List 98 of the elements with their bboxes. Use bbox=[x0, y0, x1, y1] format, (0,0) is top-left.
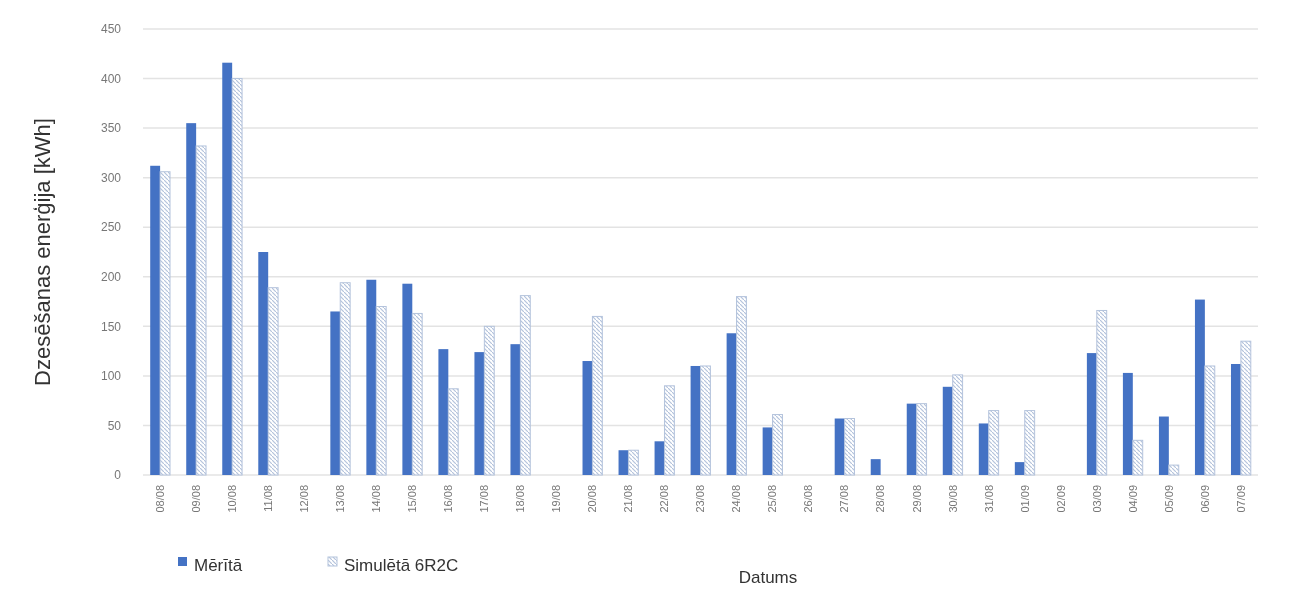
x-tick-label: 20/08 bbox=[586, 485, 599, 513]
x-tick-label: 05/09 bbox=[1162, 485, 1175, 513]
x-tick-label: 26/08 bbox=[802, 485, 815, 513]
bar bbox=[150, 165, 161, 475]
x-tick-label: 10/08 bbox=[226, 485, 239, 513]
x-tick-label: 13/08 bbox=[334, 485, 347, 513]
bar bbox=[916, 403, 928, 476]
x-tick-label: 28/08 bbox=[874, 485, 887, 513]
bar bbox=[186, 123, 197, 475]
bar bbox=[700, 365, 711, 476]
legend-label: Simulētā 6R2C bbox=[344, 556, 459, 575]
bar bbox=[519, 295, 531, 476]
bar bbox=[834, 418, 845, 475]
bar bbox=[258, 252, 269, 475]
x-tick-label: 11/08 bbox=[262, 485, 275, 512]
bar bbox=[1132, 439, 1144, 476]
y-tick-label: 150 bbox=[100, 319, 122, 334]
x-tick-label: 14/08 bbox=[370, 485, 383, 513]
bar bbox=[438, 349, 449, 475]
bar bbox=[375, 306, 387, 476]
x-tick-label: 22/08 bbox=[658, 485, 671, 513]
bar bbox=[267, 287, 279, 476]
x-tick-label: 17/08 bbox=[478, 485, 491, 513]
bar bbox=[844, 418, 856, 476]
bar bbox=[447, 388, 459, 476]
bar bbox=[772, 414, 783, 476]
bar bbox=[339, 282, 351, 476]
bar bbox=[195, 145, 207, 476]
legend-label: Mērītā bbox=[194, 556, 243, 575]
y-tick-label: 200 bbox=[100, 269, 122, 284]
bar bbox=[762, 427, 773, 475]
x-tick-label: 02/09 bbox=[1054, 485, 1067, 513]
bar bbox=[366, 279, 377, 475]
bar bbox=[330, 311, 341, 475]
y-tick-label: 250 bbox=[100, 220, 122, 235]
x-axis-title: Datums bbox=[738, 568, 798, 587]
bar bbox=[510, 344, 521, 475]
bar bbox=[906, 403, 917, 475]
bar bbox=[627, 449, 639, 476]
bar bbox=[618, 450, 629, 475]
x-tick-label: 27/08 bbox=[838, 485, 851, 513]
bar bbox=[474, 352, 485, 475]
y-tick-label: 100 bbox=[100, 369, 122, 384]
x-tick-label: 06/09 bbox=[1198, 485, 1211, 513]
bar bbox=[942, 386, 953, 475]
bar bbox=[222, 62, 233, 475]
x-tick-label: 31/08 bbox=[982, 485, 995, 513]
x-tick-label: 25/08 bbox=[766, 485, 779, 513]
x-tick-label: 08/08 bbox=[153, 485, 166, 513]
x-tick-label: 12/08 bbox=[298, 485, 311, 513]
bar bbox=[1240, 340, 1252, 476]
y-tick-label: 400 bbox=[100, 71, 122, 86]
x-tick-label: 18/08 bbox=[514, 485, 527, 513]
bar bbox=[736, 296, 747, 476]
bar bbox=[1122, 372, 1133, 475]
bar bbox=[1230, 364, 1241, 475]
bar bbox=[159, 171, 171, 476]
bar bbox=[1204, 365, 1216, 476]
x-tick-label: 24/08 bbox=[730, 485, 743, 513]
bar bbox=[726, 333, 737, 475]
y-tick-label: 300 bbox=[100, 170, 122, 185]
y-tick-label: 350 bbox=[100, 121, 122, 136]
bar bbox=[663, 385, 675, 476]
x-tick-label: 21/08 bbox=[622, 485, 635, 513]
x-tick-label: 19/08 bbox=[550, 485, 563, 513]
x-tick-label: 04/09 bbox=[1126, 485, 1139, 513]
x-tick-label: 01/09 bbox=[1018, 485, 1031, 513]
y-tick-label: 50 bbox=[107, 418, 122, 433]
bar bbox=[591, 315, 603, 476]
x-tick-label: 15/08 bbox=[406, 485, 419, 513]
bar bbox=[988, 410, 1000, 476]
bar bbox=[1168, 464, 1180, 476]
bar bbox=[483, 325, 495, 476]
y-tick-label: 0 bbox=[114, 468, 122, 483]
bar bbox=[1158, 416, 1169, 475]
x-tick-label: 03/09 bbox=[1090, 485, 1103, 513]
bar bbox=[870, 459, 881, 475]
bar bbox=[1024, 410, 1036, 476]
x-tick-label: 09/08 bbox=[189, 485, 202, 513]
x-tick-label: 23/08 bbox=[694, 485, 707, 513]
bar bbox=[1086, 353, 1097, 475]
bar bbox=[1096, 309, 1108, 476]
bar bbox=[654, 441, 665, 475]
bar bbox=[1014, 462, 1025, 475]
bar bbox=[978, 423, 989, 475]
bar bbox=[231, 78, 243, 476]
x-tick-label: 29/08 bbox=[910, 485, 923, 513]
bar bbox=[690, 365, 701, 475]
x-tick-label: 07/09 bbox=[1234, 485, 1247, 513]
bar bbox=[411, 312, 423, 476]
x-tick-label: 30/08 bbox=[946, 485, 959, 513]
y-axis-title: Dzesēšanas enerģija [kWh] bbox=[30, 118, 55, 386]
bar bbox=[1194, 299, 1205, 475]
y-tick-label: 450 bbox=[100, 22, 122, 37]
bar bbox=[952, 374, 964, 476]
x-tick-label: 16/08 bbox=[442, 485, 455, 513]
bar bbox=[582, 361, 593, 475]
bar bbox=[402, 283, 413, 475]
